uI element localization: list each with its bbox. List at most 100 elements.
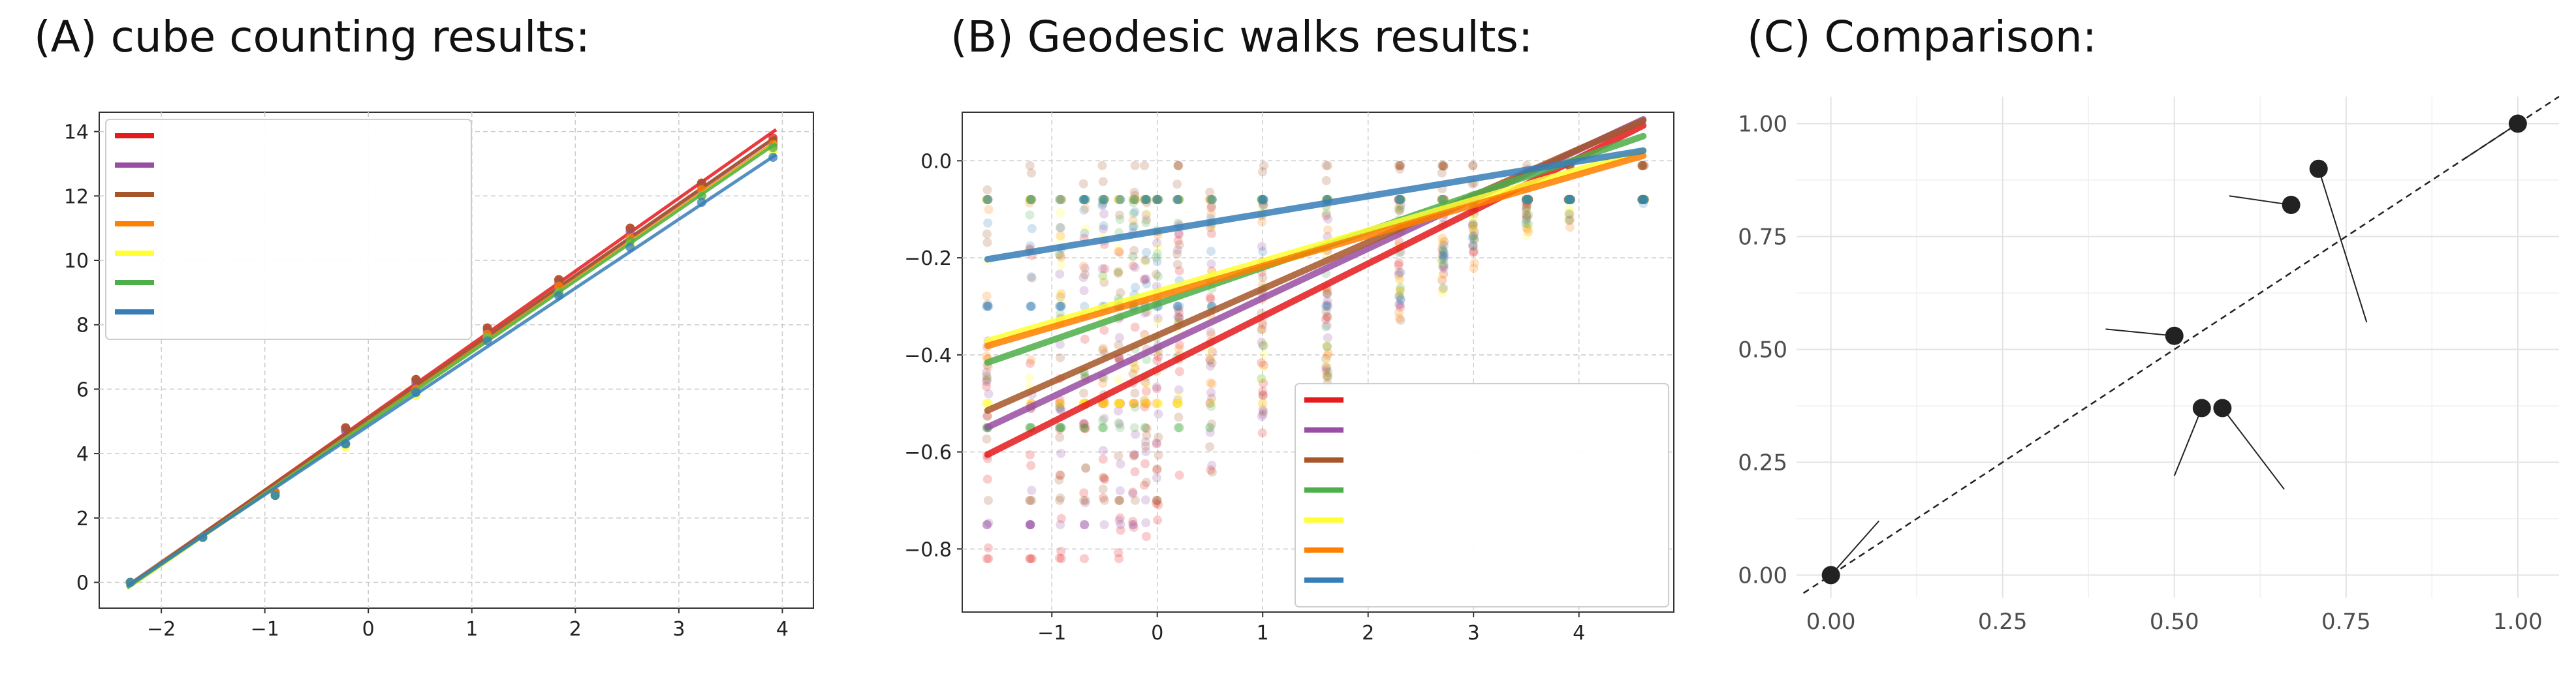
scatter-point — [1205, 398, 1215, 408]
data-point — [697, 181, 706, 191]
scatter-point — [1564, 194, 1574, 204]
scatter-point — [1564, 194, 1574, 204]
scatter-point — [1141, 274, 1151, 284]
data-point-floreana-tres-cuevitas — [2309, 159, 2328, 178]
scatter-point — [1208, 221, 1217, 231]
scatter-point — [1142, 532, 1152, 542]
scatter-point — [1322, 289, 1332, 299]
scatter-point — [1522, 203, 1531, 213]
scatter-point — [1154, 301, 1163, 311]
scatter-point — [1128, 399, 1138, 408]
scatter-point — [1205, 442, 1215, 452]
scatter-point — [1152, 439, 1162, 449]
scatter-point — [982, 423, 992, 433]
data-point-floreana-cormorant-pt — [2165, 326, 2184, 345]
scatter-point — [1468, 194, 1478, 204]
scatter-point — [1468, 233, 1477, 243]
scatter-point — [1080, 371, 1090, 381]
scatter-point — [1140, 301, 1150, 311]
scatter-point — [1172, 194, 1182, 204]
scatter-point — [1115, 210, 1125, 220]
scatter-point — [1522, 194, 1531, 204]
scatter-point — [1055, 424, 1065, 434]
scatter-point — [1099, 277, 1109, 287]
scatter-point — [1521, 219, 1531, 229]
scatter-point — [1394, 194, 1404, 204]
scatter-point — [1565, 194, 1575, 204]
scatter-point — [1056, 301, 1066, 311]
scatter-point — [1257, 309, 1266, 318]
scatter-point — [1129, 358, 1139, 367]
scatter-point — [1395, 242, 1405, 252]
scatter-point — [1140, 194, 1150, 204]
scatter-point — [1208, 194, 1217, 204]
scatter-point — [1469, 194, 1479, 204]
scatter-point — [1055, 553, 1065, 563]
scatter-point — [1080, 498, 1090, 508]
scatter-point — [1130, 262, 1140, 272]
scatter-point — [1639, 194, 1648, 204]
scatter-point — [1522, 202, 1531, 211]
data-point — [270, 491, 280, 500]
scatter-point — [1439, 241, 1449, 251]
x-tick-label: 4 — [1573, 622, 1585, 645]
scatter-point — [1468, 194, 1478, 204]
scatter-point — [1323, 194, 1333, 204]
scatter-point — [1056, 194, 1065, 204]
scatter-point — [1128, 194, 1138, 204]
scatter-point — [1639, 194, 1649, 204]
scatter-point — [1097, 161, 1107, 170]
scatter-point — [1321, 249, 1331, 259]
y-tick-label: 6 — [76, 378, 89, 401]
scatter-point — [1206, 247, 1216, 256]
scatter-point — [1153, 515, 1163, 525]
scatter-point — [1565, 194, 1575, 204]
scatter-point — [1154, 346, 1163, 356]
scatter-point — [1563, 194, 1573, 204]
scatter-point — [1152, 194, 1161, 204]
scatter-point — [1394, 241, 1404, 251]
scatter-point — [1468, 179, 1477, 189]
scatter-point — [1056, 243, 1066, 253]
scatter-point — [1080, 194, 1090, 204]
scatter-point — [1174, 313, 1184, 322]
scatter-point — [1174, 313, 1184, 323]
scatter-point — [1468, 194, 1478, 204]
scatter-point — [1395, 194, 1405, 204]
scatter-point — [1026, 194, 1036, 204]
scatter-point — [1438, 194, 1448, 204]
scatter-point — [984, 554, 994, 564]
scatter-point — [1437, 184, 1447, 194]
scatter-point — [1141, 194, 1151, 204]
scatter-point — [1174, 385, 1184, 395]
scatter-point — [982, 377, 992, 387]
data-point — [554, 281, 563, 291]
data-point — [482, 333, 492, 343]
scatter-point — [1129, 367, 1139, 376]
scatter-point — [1259, 194, 1268, 204]
scatter-point — [1131, 429, 1140, 439]
scatter-point — [1056, 223, 1065, 233]
data-point-pinta — [2192, 399, 2211, 418]
scatter-point — [1114, 301, 1124, 311]
scatter-point — [982, 374, 992, 384]
scatter-point — [1113, 301, 1123, 311]
scatter-point — [1206, 303, 1216, 313]
scatter-point — [1522, 198, 1531, 207]
scatter-point — [1395, 299, 1405, 309]
scatter-point — [1078, 273, 1088, 283]
scatter-point — [1099, 236, 1108, 246]
scatter-point — [1521, 194, 1531, 204]
scatter-point — [982, 229, 992, 239]
scatter-point — [1437, 194, 1447, 204]
scatter-point — [1522, 196, 1531, 206]
scatter-point — [1206, 378, 1216, 388]
scatter-point — [1056, 260, 1066, 270]
scatter-point — [1469, 203, 1479, 213]
scatter-point — [1469, 194, 1479, 204]
scatter-point — [1152, 253, 1161, 262]
scatter-point — [1140, 274, 1150, 284]
scatter-point — [1080, 194, 1090, 204]
scatter-point — [1129, 423, 1139, 433]
scatter-point — [1098, 423, 1108, 433]
